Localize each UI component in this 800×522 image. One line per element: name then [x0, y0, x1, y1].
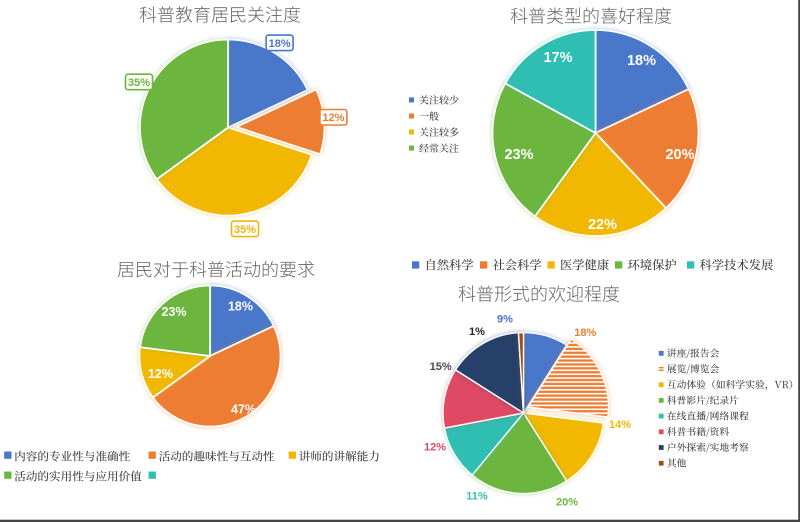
svg-text:20%: 20%: [556, 497, 578, 509]
svg-text:23%: 23%: [161, 305, 186, 319]
svg-text:35%: 35%: [234, 224, 256, 236]
svg-text:20%: 20%: [665, 147, 694, 163]
svg-text:15%: 15%: [430, 361, 452, 373]
svg-text:14%: 14%: [609, 419, 631, 431]
svg-text:12%: 12%: [148, 367, 173, 381]
svg-text:47%: 47%: [231, 403, 256, 417]
svg-text:9%: 9%: [497, 314, 513, 326]
svg-text:35%: 35%: [128, 77, 150, 89]
svg-text:12%: 12%: [424, 442, 446, 454]
svg-text:11%: 11%: [466, 491, 488, 503]
svg-text:1%: 1%: [469, 326, 485, 338]
svg-text:23%: 23%: [504, 147, 533, 163]
svg-text:18%: 18%: [228, 300, 253, 314]
svg-text:12%: 12%: [322, 112, 344, 124]
svg-text:18%: 18%: [574, 327, 596, 339]
svg-text:22%: 22%: [588, 217, 617, 233]
svg-text:18%: 18%: [627, 53, 656, 69]
svg-text:18%: 18%: [269, 38, 291, 50]
svg-text:17%: 17%: [543, 50, 572, 66]
